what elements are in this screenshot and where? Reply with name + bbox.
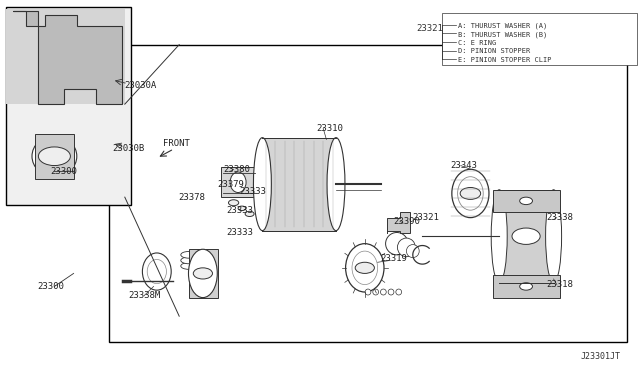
Text: A: THURUST WASHER (A): A: THURUST WASHER (A): [458, 23, 547, 29]
Text: J23301JT: J23301JT: [581, 352, 621, 361]
Circle shape: [520, 283, 532, 290]
Ellipse shape: [352, 251, 378, 285]
Circle shape: [460, 187, 481, 199]
Text: C: E RING: C: E RING: [458, 40, 496, 46]
Ellipse shape: [385, 232, 408, 255]
Bar: [493, 190, 560, 212]
Ellipse shape: [180, 263, 197, 269]
Circle shape: [228, 200, 239, 206]
Ellipse shape: [406, 245, 419, 257]
Ellipse shape: [458, 177, 483, 210]
Ellipse shape: [492, 190, 508, 283]
Text: D: PINION STOPPER: D: PINION STOPPER: [458, 48, 530, 54]
Bar: [442, 13, 637, 65]
Ellipse shape: [545, 190, 562, 283]
Ellipse shape: [147, 260, 166, 283]
Ellipse shape: [388, 289, 394, 295]
Circle shape: [149, 267, 164, 276]
Ellipse shape: [365, 289, 371, 295]
Bar: [499, 190, 554, 283]
Text: 23030A: 23030A: [125, 81, 157, 90]
Bar: [6, 7, 131, 205]
Polygon shape: [387, 212, 410, 232]
Ellipse shape: [372, 289, 378, 295]
Text: 23300: 23300: [51, 167, 77, 176]
Bar: [493, 275, 560, 298]
Text: 23321: 23321: [412, 213, 439, 222]
Text: E: PINION STOPPER CLIP: E: PINION STOPPER CLIP: [458, 57, 551, 63]
Text: 23378: 23378: [179, 193, 205, 202]
Ellipse shape: [230, 172, 246, 193]
Text: 23390: 23390: [393, 217, 420, 226]
Text: FRONT: FRONT: [163, 139, 189, 148]
Text: 23338M: 23338M: [128, 291, 160, 300]
Ellipse shape: [180, 251, 197, 258]
Bar: [189, 249, 218, 298]
Ellipse shape: [396, 289, 402, 295]
Bar: [109, 45, 627, 342]
Ellipse shape: [397, 238, 415, 257]
Bar: [221, 167, 256, 197]
Ellipse shape: [346, 244, 384, 292]
Circle shape: [512, 228, 540, 244]
Text: 23310: 23310: [316, 124, 343, 133]
Text: 23333: 23333: [239, 187, 266, 196]
Ellipse shape: [327, 138, 345, 231]
Circle shape: [38, 147, 70, 166]
Text: 23379: 23379: [217, 180, 244, 189]
Polygon shape: [13, 11, 122, 104]
Ellipse shape: [253, 138, 271, 231]
Ellipse shape: [188, 249, 218, 298]
Text: 23380: 23380: [223, 165, 250, 174]
Text: 23030B: 23030B: [112, 144, 144, 153]
Text: B: THURUST WASHER (B): B: THURUST WASHER (B): [458, 31, 547, 38]
Text: 23333: 23333: [227, 206, 253, 215]
Circle shape: [238, 206, 246, 211]
Ellipse shape: [180, 257, 197, 264]
Circle shape: [245, 211, 254, 217]
Text: 23300: 23300: [38, 282, 65, 291]
Text: 23338: 23338: [547, 213, 573, 222]
Text: 23333: 23333: [227, 228, 253, 237]
Circle shape: [355, 262, 374, 273]
Circle shape: [520, 197, 532, 205]
Ellipse shape: [452, 169, 489, 218]
Bar: [262, 138, 336, 231]
Text: 23321: 23321: [416, 24, 443, 33]
Ellipse shape: [143, 253, 172, 290]
Ellipse shape: [380, 289, 387, 295]
Ellipse shape: [32, 136, 77, 177]
Text: 23319: 23319: [380, 254, 407, 263]
Text: 23318: 23318: [547, 280, 573, 289]
Text: 23343: 23343: [451, 161, 477, 170]
Bar: [35, 134, 74, 179]
Circle shape: [193, 268, 212, 279]
